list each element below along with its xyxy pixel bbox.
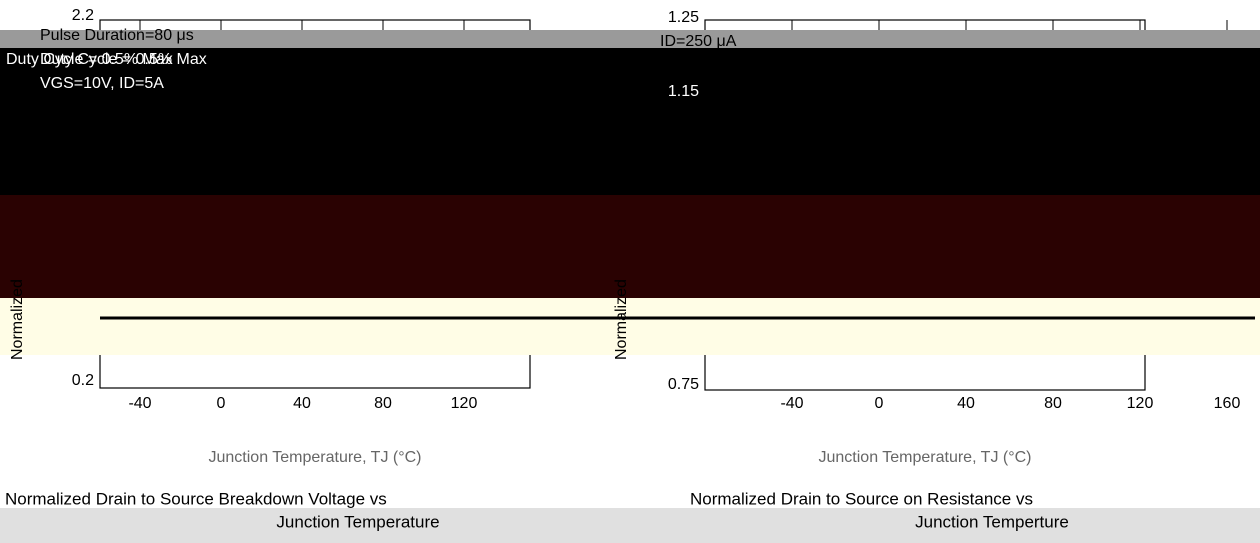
artifact-band <box>0 195 1260 298</box>
x-tick-label: -40 <box>128 395 151 412</box>
y-axis-label: Normalized <box>9 279 26 360</box>
y-axis-label: Normalized <box>613 279 630 360</box>
annotation: ID=250 μA <box>660 33 737 50</box>
x-tick-label: 160 <box>1214 395 1241 412</box>
caption-line: Junction Temperature <box>276 512 439 531</box>
y-tick-label: 0.75 <box>668 376 699 393</box>
artifact-band <box>0 298 1260 355</box>
x-tick-label: 0 <box>217 395 226 412</box>
content: Duty Cycle = 0.5% Max Normalized Normali… <box>5 51 1069 531</box>
artifact-band <box>0 48 1260 195</box>
x-tick-label: 0 <box>875 395 884 412</box>
y-tick-label: 1.25 <box>668 9 699 26</box>
y-tick-label: 2.2 <box>72 7 94 24</box>
artifact-band <box>0 30 1260 48</box>
y-tick-label: 0.2 <box>72 372 94 389</box>
annotation: VGS=10V, ID=5A <box>40 75 164 92</box>
x-axis-label: Junction Temperature, TJ (°C) <box>819 449 1032 466</box>
annotation: Pulse Duration=80 μs <box>40 27 194 44</box>
annotation: Duty Cycle = 0.5% Max <box>6 51 173 68</box>
x-tick-label: 80 <box>374 395 392 412</box>
caption-line: Junction Temperture <box>915 512 1069 531</box>
caption-band <box>0 508 1260 543</box>
x-tick-label: 120 <box>451 395 478 412</box>
x-tick-label: 80 <box>1044 395 1062 412</box>
caption-line: Normalized Drain to Source on Resistance… <box>690 489 1033 508</box>
y-tick-label: 1.15 <box>668 83 699 100</box>
x-tick-label: -40 <box>780 395 803 412</box>
x-axis-label: Junction Temperature, TJ (°C) <box>209 449 422 466</box>
annotation: Duty Cycle = 0.5% Max <box>40 51 207 68</box>
caption-line: Normalized Drain to Source Breakdown Vol… <box>5 489 387 508</box>
x-tick-label: 40 <box>293 395 311 412</box>
x-tick-label: 120 <box>1127 395 1154 412</box>
x-tick-label: 40 <box>957 395 975 412</box>
